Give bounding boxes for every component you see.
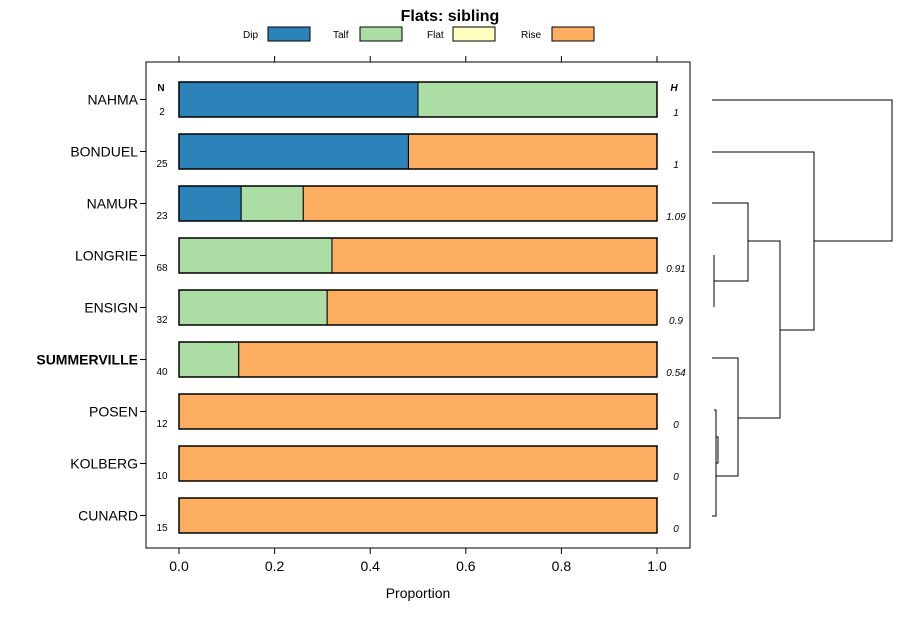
category-label: KOLBERG <box>70 456 138 472</box>
h-column-header: H <box>670 83 678 94</box>
bar-segment <box>178 289 328 326</box>
n-value: 15 <box>156 523 168 534</box>
row-labels: NAHMA 2 1 BONDUEL 25 1 NAMUR 23 1.09 LONGRIE 68 0.9… <box>36 92 686 536</box>
category-label: ENSIGN <box>84 300 138 316</box>
legend: Dip Talf Flat Rise <box>243 26 595 42</box>
dendrogram-branch <box>712 151 815 331</box>
bar-segment <box>178 341 240 378</box>
legend-swatch <box>452 26 496 42</box>
bar-segment <box>302 185 658 222</box>
n-value: 2 <box>159 107 165 118</box>
h-value: 0 <box>673 420 679 431</box>
x-tick-label: 0.2 <box>265 558 285 574</box>
category-label: LONGRIE <box>75 248 138 264</box>
chart-title: Flats: sibling <box>401 8 500 25</box>
bar-outline <box>178 185 658 222</box>
h-value: 0 <box>673 472 679 483</box>
n-value: 10 <box>156 471 168 482</box>
n-column-header: N <box>157 83 164 94</box>
dendrogram-branch <box>738 240 781 419</box>
category-label: CUNARD <box>78 508 138 524</box>
x-axis-label: Proportion <box>386 585 451 601</box>
legend-swatch <box>551 26 595 42</box>
category-label: BONDUEL <box>70 144 138 160</box>
bars-group <box>178 81 658 534</box>
bar-outline <box>178 289 658 326</box>
h-value: 0.9 <box>669 316 683 327</box>
bar-segment <box>178 393 658 430</box>
h-value: 0.54 <box>666 368 686 379</box>
bar-outline <box>178 497 658 534</box>
n-value: 12 <box>156 419 168 430</box>
x-tick-label: 1.0 <box>647 558 667 574</box>
n-value: 40 <box>156 367 168 378</box>
dendrogram-branch <box>712 357 739 477</box>
bar-outline <box>178 133 658 170</box>
x-tick-label: 0.6 <box>456 558 476 574</box>
legend-label: Dip <box>243 30 258 41</box>
category-label: NAHMA <box>87 92 138 108</box>
x-axis: 0.0 0.2 0.4 0.6 0.8 1.0 <box>169 56 667 574</box>
bar-segment <box>238 341 658 378</box>
category-label: SUMMERVILLE <box>36 352 138 368</box>
bar-segment <box>331 237 658 274</box>
x-tick-label: 0.0 <box>169 558 189 574</box>
n-value: 23 <box>156 211 168 222</box>
h-value: 1 <box>673 108 679 119</box>
bar-outline <box>178 237 658 274</box>
bar-segment <box>178 185 242 222</box>
legend-swatch <box>359 26 403 42</box>
bar-segment <box>178 133 409 170</box>
legend-label: Rise <box>521 30 541 41</box>
dendrogram-branch <box>716 436 719 464</box>
bar-segment <box>178 497 658 534</box>
legend-label: Flat <box>427 30 444 41</box>
bar-segment <box>417 81 658 118</box>
h-value: 0.91 <box>666 264 685 275</box>
bar-outline <box>178 445 658 482</box>
category-label: NAMUR <box>87 196 138 212</box>
h-value: 0 <box>673 524 679 535</box>
dendrogram-branch <box>712 409 717 517</box>
dendrogram-branch <box>712 99 893 242</box>
bar-segment <box>407 133 658 170</box>
bar-segment <box>326 289 658 326</box>
x-tick-label: 0.4 <box>360 558 380 574</box>
bar-outline <box>178 341 658 378</box>
bar-segment <box>178 237 333 274</box>
bar-outline <box>178 81 658 118</box>
h-value: 1.09 <box>666 212 686 223</box>
legend-label: Talf <box>333 30 349 41</box>
legend-swatch <box>267 26 311 42</box>
x-tick-label: 0.8 <box>552 558 572 574</box>
n-value: 68 <box>156 263 168 274</box>
n-value: 25 <box>156 159 168 170</box>
bar-segment <box>240 185 304 222</box>
dendrogram-branch <box>712 202 749 282</box>
plot-frame <box>145 61 691 549</box>
category-label: POSEN <box>89 404 138 420</box>
bar-outline <box>178 393 658 430</box>
bar-segment <box>178 445 658 482</box>
n-value: 32 <box>156 315 168 326</box>
bar-segment <box>178 81 419 118</box>
h-value: 1 <box>673 160 679 171</box>
dendrogram <box>712 99 893 517</box>
